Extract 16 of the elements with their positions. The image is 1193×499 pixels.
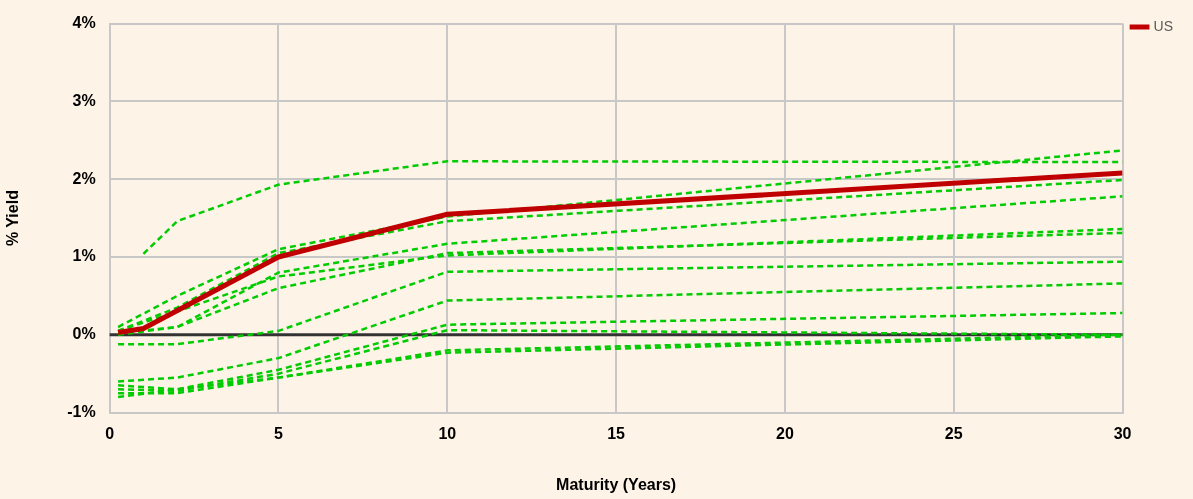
y-tick-label: 1%	[72, 247, 96, 265]
x-tick-label: 15	[607, 424, 626, 442]
y-tick-label: 0%	[72, 325, 96, 343]
x-tick-label: 5	[274, 424, 284, 442]
x-tick-label: 0	[105, 424, 115, 442]
x-axis-title: Maturity (Years)	[556, 475, 677, 493]
legend-label: US	[1153, 17, 1173, 34]
x-tick-label: 25	[944, 424, 963, 442]
y-tick-label: 2%	[72, 169, 96, 187]
y-tick-label: 4%	[72, 14, 96, 32]
x-tick-label: 10	[438, 424, 457, 442]
y-tick-label: -1%	[67, 403, 96, 421]
x-tick-label: 30	[1113, 424, 1132, 442]
x-tick-label: 20	[776, 424, 794, 442]
y-axis-title: % Yield	[4, 190, 22, 247]
y-tick-label: 3%	[72, 91, 96, 109]
